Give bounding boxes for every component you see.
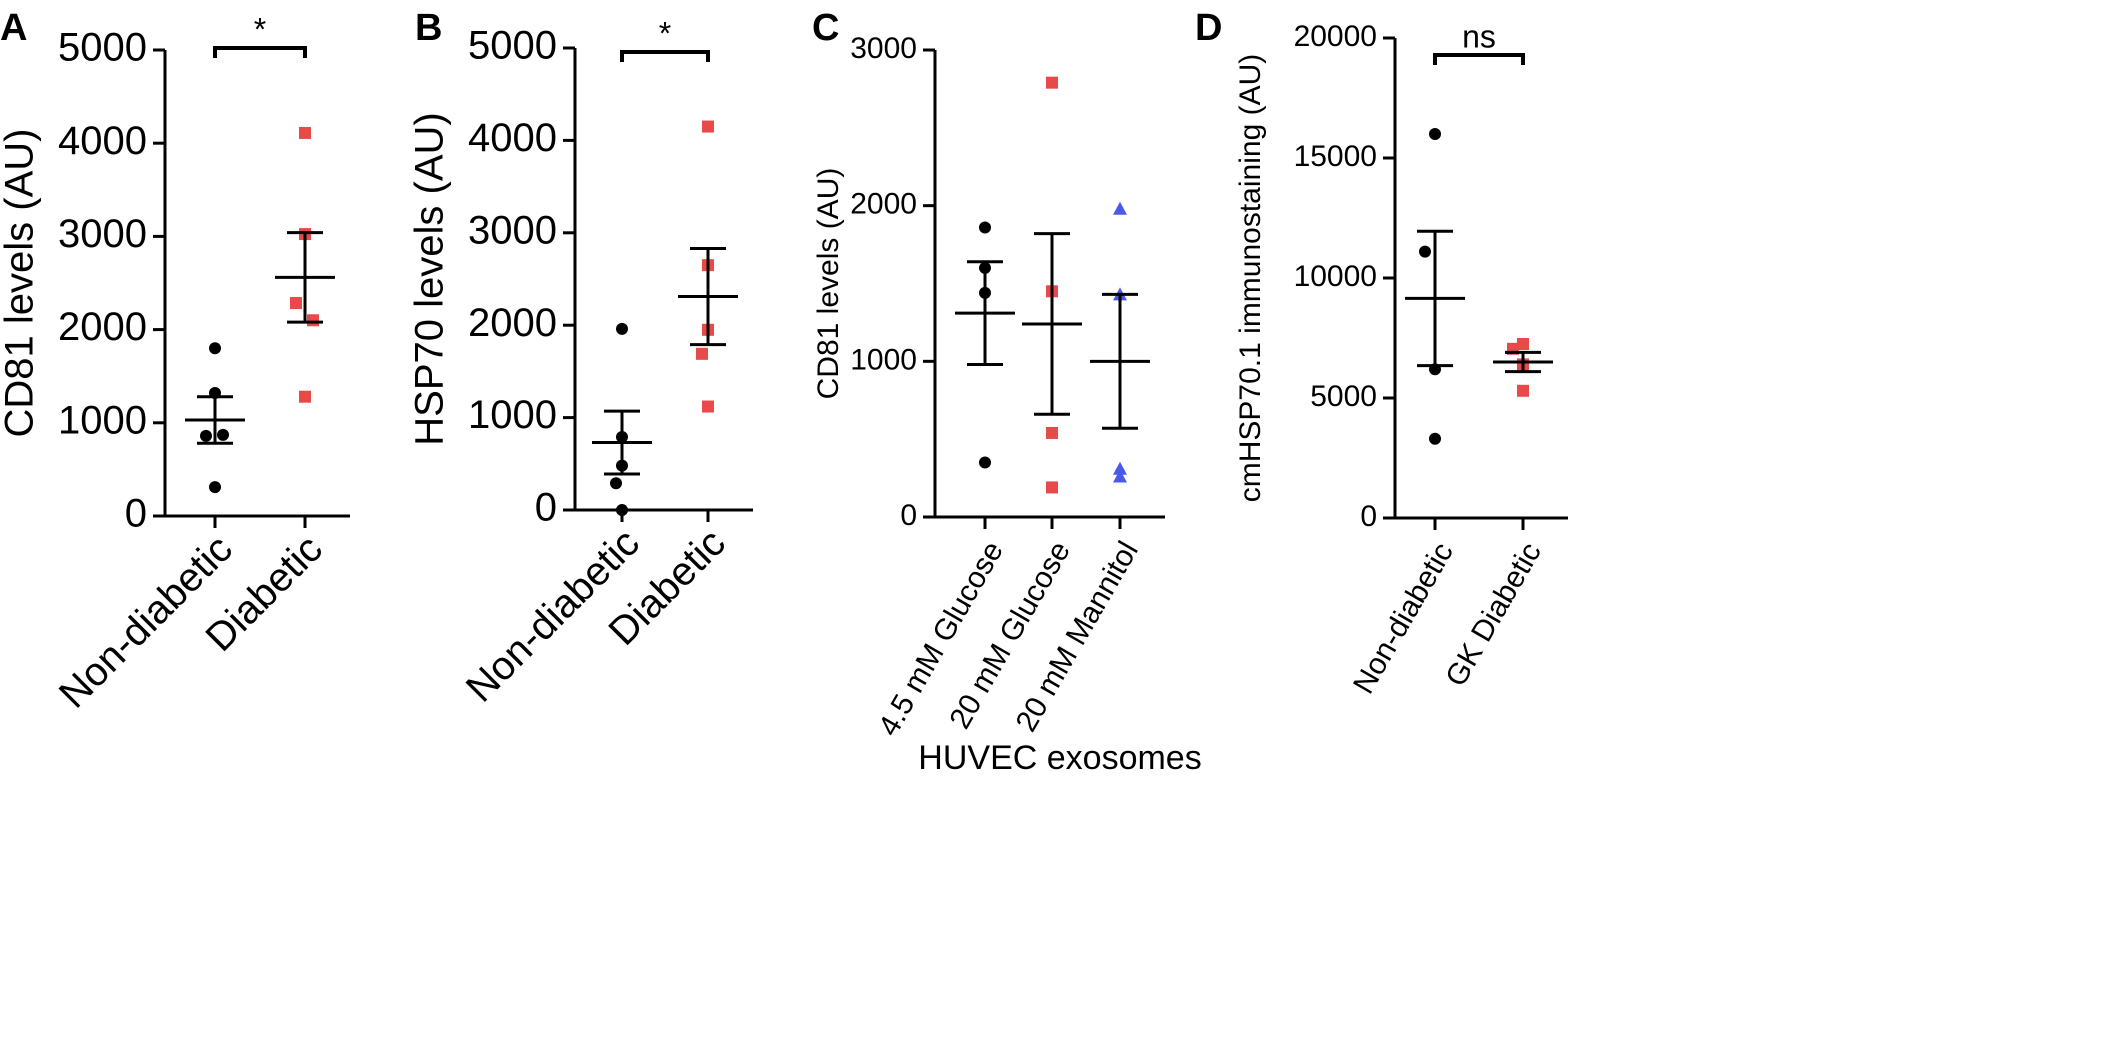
- y-tick-label: 10000: [1294, 260, 1377, 293]
- y-tick-label: 3000: [468, 208, 557, 252]
- y-tick-label: 0: [1360, 500, 1377, 533]
- significance-bracket: [1433, 53, 1525, 65]
- y-axis-label: cmHSP70.1 immunostaining (AU): [1234, 54, 1267, 503]
- data-point: [209, 342, 221, 355]
- significance-bracket: [213, 46, 307, 58]
- data-point: [1517, 384, 1529, 397]
- y-tick-label: 5000: [58, 26, 147, 70]
- y-axis-label: CD81 levels (AU): [812, 168, 845, 400]
- panel-label: B: [415, 7, 442, 49]
- data-point: [616, 322, 628, 335]
- data-point: [702, 120, 714, 133]
- significance-bracket: [620, 50, 710, 62]
- panel-label: D: [1195, 7, 1222, 49]
- y-tick-label: 0: [900, 499, 917, 532]
- data-point: [200, 429, 212, 442]
- y-tick-label: 2000: [58, 305, 147, 349]
- data-point: [307, 314, 319, 327]
- data-point: [299, 390, 311, 403]
- data-point: [1113, 469, 1127, 483]
- data-point: [1429, 128, 1441, 140]
- data-point: [979, 456, 991, 469]
- x-axis-label: HUVEC exosomes: [918, 739, 1201, 777]
- y-tick-label: 0: [535, 486, 557, 530]
- data-point: [209, 481, 221, 494]
- significance-label: *: [659, 15, 671, 51]
- y-tick-label: 15000: [1294, 140, 1377, 173]
- data-point: [1046, 426, 1058, 439]
- data-point: [702, 400, 714, 413]
- y-tick-label: 0: [125, 492, 147, 536]
- y-axis-label: CD81 levels (AU): [0, 129, 42, 438]
- y-tick-label: 3000: [58, 212, 147, 256]
- y-tick-label: 4000: [58, 119, 147, 163]
- data-point: [616, 504, 628, 516]
- y-tick-label: 1000: [850, 343, 917, 376]
- y-tick-label: 2000: [850, 188, 917, 221]
- panel-label: C: [812, 7, 839, 49]
- data-point: [299, 126, 311, 139]
- y-tick-label: 3000: [850, 32, 917, 65]
- data-point: [696, 347, 708, 360]
- y-tick-label: 1000: [58, 398, 147, 442]
- significance-label: ns: [1462, 18, 1496, 54]
- data-point: [290, 297, 302, 310]
- y-tick-label: 4000: [468, 116, 557, 160]
- y-tick-label: 20000: [1294, 20, 1377, 53]
- data-point: [1046, 481, 1058, 494]
- data-point: [1419, 245, 1431, 258]
- data-point: [1113, 201, 1127, 215]
- y-tick-label: 5000: [1310, 380, 1377, 413]
- data-point: [1046, 76, 1058, 89]
- y-axis-label: HSP70 levels (AU): [408, 112, 452, 445]
- y-tick-label: 5000: [468, 24, 557, 68]
- data-point: [217, 428, 229, 441]
- y-tick-label: 1000: [468, 393, 557, 437]
- data-point: [1429, 432, 1441, 445]
- data-point: [610, 477, 622, 490]
- data-point: [1517, 338, 1529, 350]
- data-point: [1113, 461, 1127, 475]
- data-point: [979, 221, 991, 234]
- y-tick-label: 2000: [468, 301, 557, 345]
- panel-label: A: [0, 7, 27, 49]
- significance-label: *: [254, 11, 266, 47]
